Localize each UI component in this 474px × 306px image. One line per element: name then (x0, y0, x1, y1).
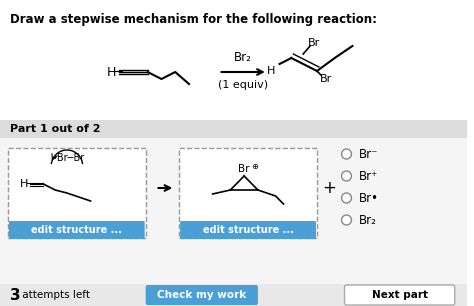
Text: H: H (267, 66, 275, 76)
Text: Br: Br (238, 164, 250, 174)
Text: (1 equiv): (1 equiv) (218, 80, 268, 90)
Text: Br•: Br• (359, 192, 379, 204)
FancyBboxPatch shape (0, 138, 466, 286)
Text: Part 1 out of 2: Part 1 out of 2 (10, 124, 100, 134)
Circle shape (342, 215, 351, 225)
Text: •Br─Br: •Br─Br (51, 153, 84, 163)
Circle shape (342, 193, 351, 203)
Circle shape (342, 171, 351, 181)
FancyBboxPatch shape (0, 284, 466, 306)
Text: ⊕: ⊕ (251, 162, 258, 171)
Text: Check my work: Check my work (157, 290, 246, 300)
FancyBboxPatch shape (9, 221, 145, 239)
Text: H─: H─ (106, 65, 123, 79)
Text: Br: Br (320, 74, 332, 84)
Text: 3: 3 (10, 288, 20, 303)
Text: Br⁺: Br⁺ (359, 170, 379, 182)
Text: Draw a stepwise mechanism for the following reaction:: Draw a stepwise mechanism for the follow… (10, 13, 377, 26)
Text: Br₂: Br₂ (234, 51, 252, 64)
Text: attempts left: attempts left (18, 290, 90, 300)
Text: Br₂: Br₂ (359, 214, 377, 226)
Text: edit structure ...: edit structure ... (31, 225, 122, 235)
FancyBboxPatch shape (179, 148, 317, 238)
Text: H─: H─ (20, 179, 35, 189)
FancyBboxPatch shape (0, 120, 466, 138)
Circle shape (342, 149, 351, 159)
Text: Br: Br (308, 38, 320, 48)
Text: +: + (322, 179, 336, 197)
Text: Br⁻: Br⁻ (359, 147, 379, 161)
FancyBboxPatch shape (180, 221, 316, 239)
FancyBboxPatch shape (345, 285, 455, 305)
FancyBboxPatch shape (146, 285, 258, 305)
Text: Next part: Next part (372, 290, 428, 300)
Text: edit structure ...: edit structure ... (202, 225, 293, 235)
FancyBboxPatch shape (8, 148, 146, 238)
